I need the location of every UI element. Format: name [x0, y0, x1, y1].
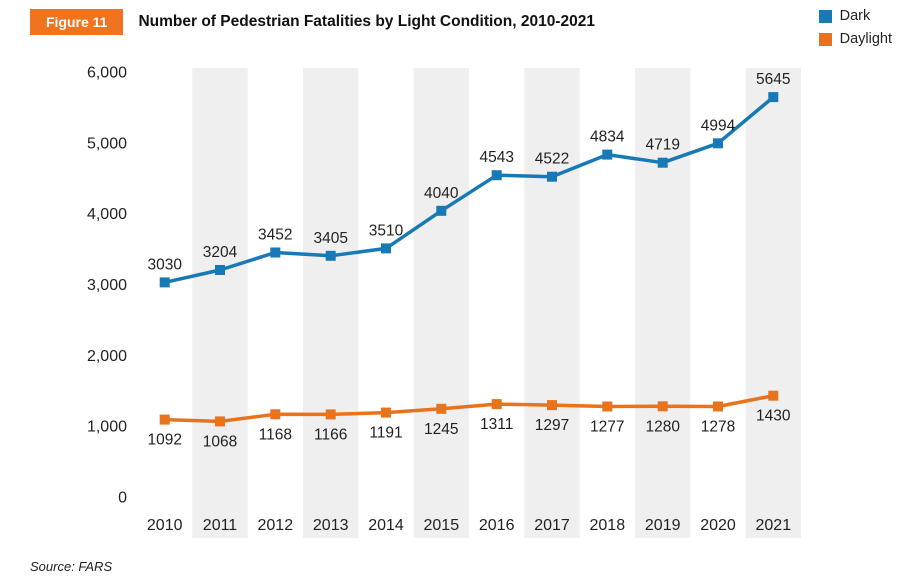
data-label-daylight: 1092: [147, 432, 181, 449]
legend: Dark Daylight: [818, 8, 892, 54]
data-label-daylight: 1297: [535, 417, 569, 434]
legend-label-dark: Dark: [839, 8, 871, 24]
data-label-dark: 4834: [590, 129, 625, 146]
data-label-dark: 3510: [369, 222, 404, 239]
y-axis-tick-label: 5,000: [87, 135, 127, 152]
x-axis-tick-label: 2020: [700, 517, 736, 534]
y-axis-tick-label: 3,000: [87, 277, 127, 294]
data-point-daylight: [713, 401, 723, 412]
data-point-daylight: [325, 409, 336, 420]
data-label-daylight: 1166: [314, 426, 347, 443]
y-axis-tick-label: 2,000: [87, 348, 127, 365]
data-point-daylight: [159, 414, 170, 425]
data-label-dark: 3030: [147, 256, 182, 273]
data-point-daylight: [215, 416, 225, 427]
data-label-daylight: 1168: [259, 426, 292, 443]
data-label-daylight: 1280: [645, 418, 680, 435]
data-point-daylight: [270, 409, 281, 420]
data-label-daylight: 1277: [590, 419, 624, 436]
data-point-dark: [602, 149, 613, 160]
legend-item-daylight: Daylight: [818, 31, 892, 47]
figure-label-badge: Figure 11: [30, 9, 124, 35]
data-label-daylight: 1430: [756, 408, 791, 425]
data-label-dark: 4522: [535, 151, 569, 168]
data-label-daylight: 1191: [369, 425, 402, 442]
column-band: [192, 68, 248, 538]
data-label-daylight: 1245: [424, 421, 458, 438]
data-point-dark: [325, 250, 336, 261]
data-label-dark: 4719: [645, 137, 679, 154]
data-point-daylight: [602, 401, 613, 412]
data-point-dark: [768, 92, 779, 103]
data-label-daylight: 1311: [480, 416, 513, 433]
x-axis-tick-label: 2014: [368, 517, 404, 534]
line-chart: 6,000 5,000 4,000 3,000 2,000 1,000 0 2010 2011 2…: [0, 48, 914, 550]
column-band: [524, 68, 580, 538]
x-axis-tick-label: 2021: [756, 517, 792, 534]
data-label-dark: 3405: [313, 230, 347, 247]
y-axis-tick-label: 0: [118, 490, 127, 507]
x-axis-tick-label: 2019: [645, 517, 681, 534]
data-label-dark: 5645: [756, 71, 790, 88]
data-point-daylight: [768, 390, 779, 401]
column-band: [413, 68, 469, 538]
x-axis-tick-label: 2013: [313, 517, 349, 534]
data-point-dark: [159, 277, 170, 288]
chart-title: Number of Pedestrian Fatalities by Light…: [138, 13, 595, 30]
legend-label-daylight: Daylight: [839, 31, 892, 47]
data-label-dark: 3204: [203, 244, 238, 261]
data-point-dark: [713, 138, 723, 149]
column-band: [635, 68, 691, 538]
data-point-daylight: [436, 403, 447, 414]
data-point-daylight: [657, 401, 668, 412]
y-axis-tick-label: 6,000: [87, 65, 127, 82]
data-point-dark: [381, 243, 391, 254]
figure-header: Figure 11 Number of Pedestrian Fatalitie…: [30, 9, 914, 35]
data-point-daylight: [547, 400, 557, 411]
data-point-dark: [657, 157, 668, 168]
column-band: [303, 68, 359, 538]
series-line-daylight: [162, 393, 776, 424]
data-label-dark: 4543: [479, 149, 513, 166]
data-point-dark: [215, 265, 225, 275]
x-axis-tick-label: 2018: [590, 517, 626, 534]
x-axis-tick-label: 2016: [479, 517, 515, 534]
x-axis-tick-label: 2015: [424, 517, 460, 534]
series-line-dark: [162, 95, 776, 285]
data-point-dark: [491, 170, 502, 181]
data-point-daylight: [381, 407, 391, 418]
data-label-daylight: 1278: [701, 419, 735, 436]
column-band: [745, 68, 801, 538]
legend-item-dark: Dark: [818, 8, 892, 24]
data-point-daylight: [491, 399, 502, 410]
data-label-daylight: 1068: [203, 433, 237, 450]
x-axis-tick-label: 2012: [258, 517, 294, 534]
legend-swatch-daylight-icon: [818, 32, 832, 46]
legend-swatch-dark-icon: [818, 9, 832, 23]
data-label-dark: 4994: [701, 117, 736, 134]
x-axis-tick-label: 2010: [147, 517, 183, 534]
data-point-dark: [547, 171, 557, 182]
y-axis-tick-label: 1,000: [87, 419, 127, 436]
data-point-dark: [436, 205, 447, 216]
source-note: Source: FARS: [30, 559, 113, 574]
y-axis-tick-label: 4,000: [87, 206, 127, 223]
x-axis-tick-label: 2011: [203, 517, 238, 534]
data-point-dark: [270, 247, 281, 258]
line-chart-svg: 6,000 5,000 4,000 3,000 2,000 1,000 0 2010 2011 2…: [87, 65, 801, 538]
x-axis-tick-label: 2017: [534, 517, 570, 534]
data-label-dark: 3452: [258, 227, 292, 244]
data-label-dark: 4040: [424, 185, 459, 202]
